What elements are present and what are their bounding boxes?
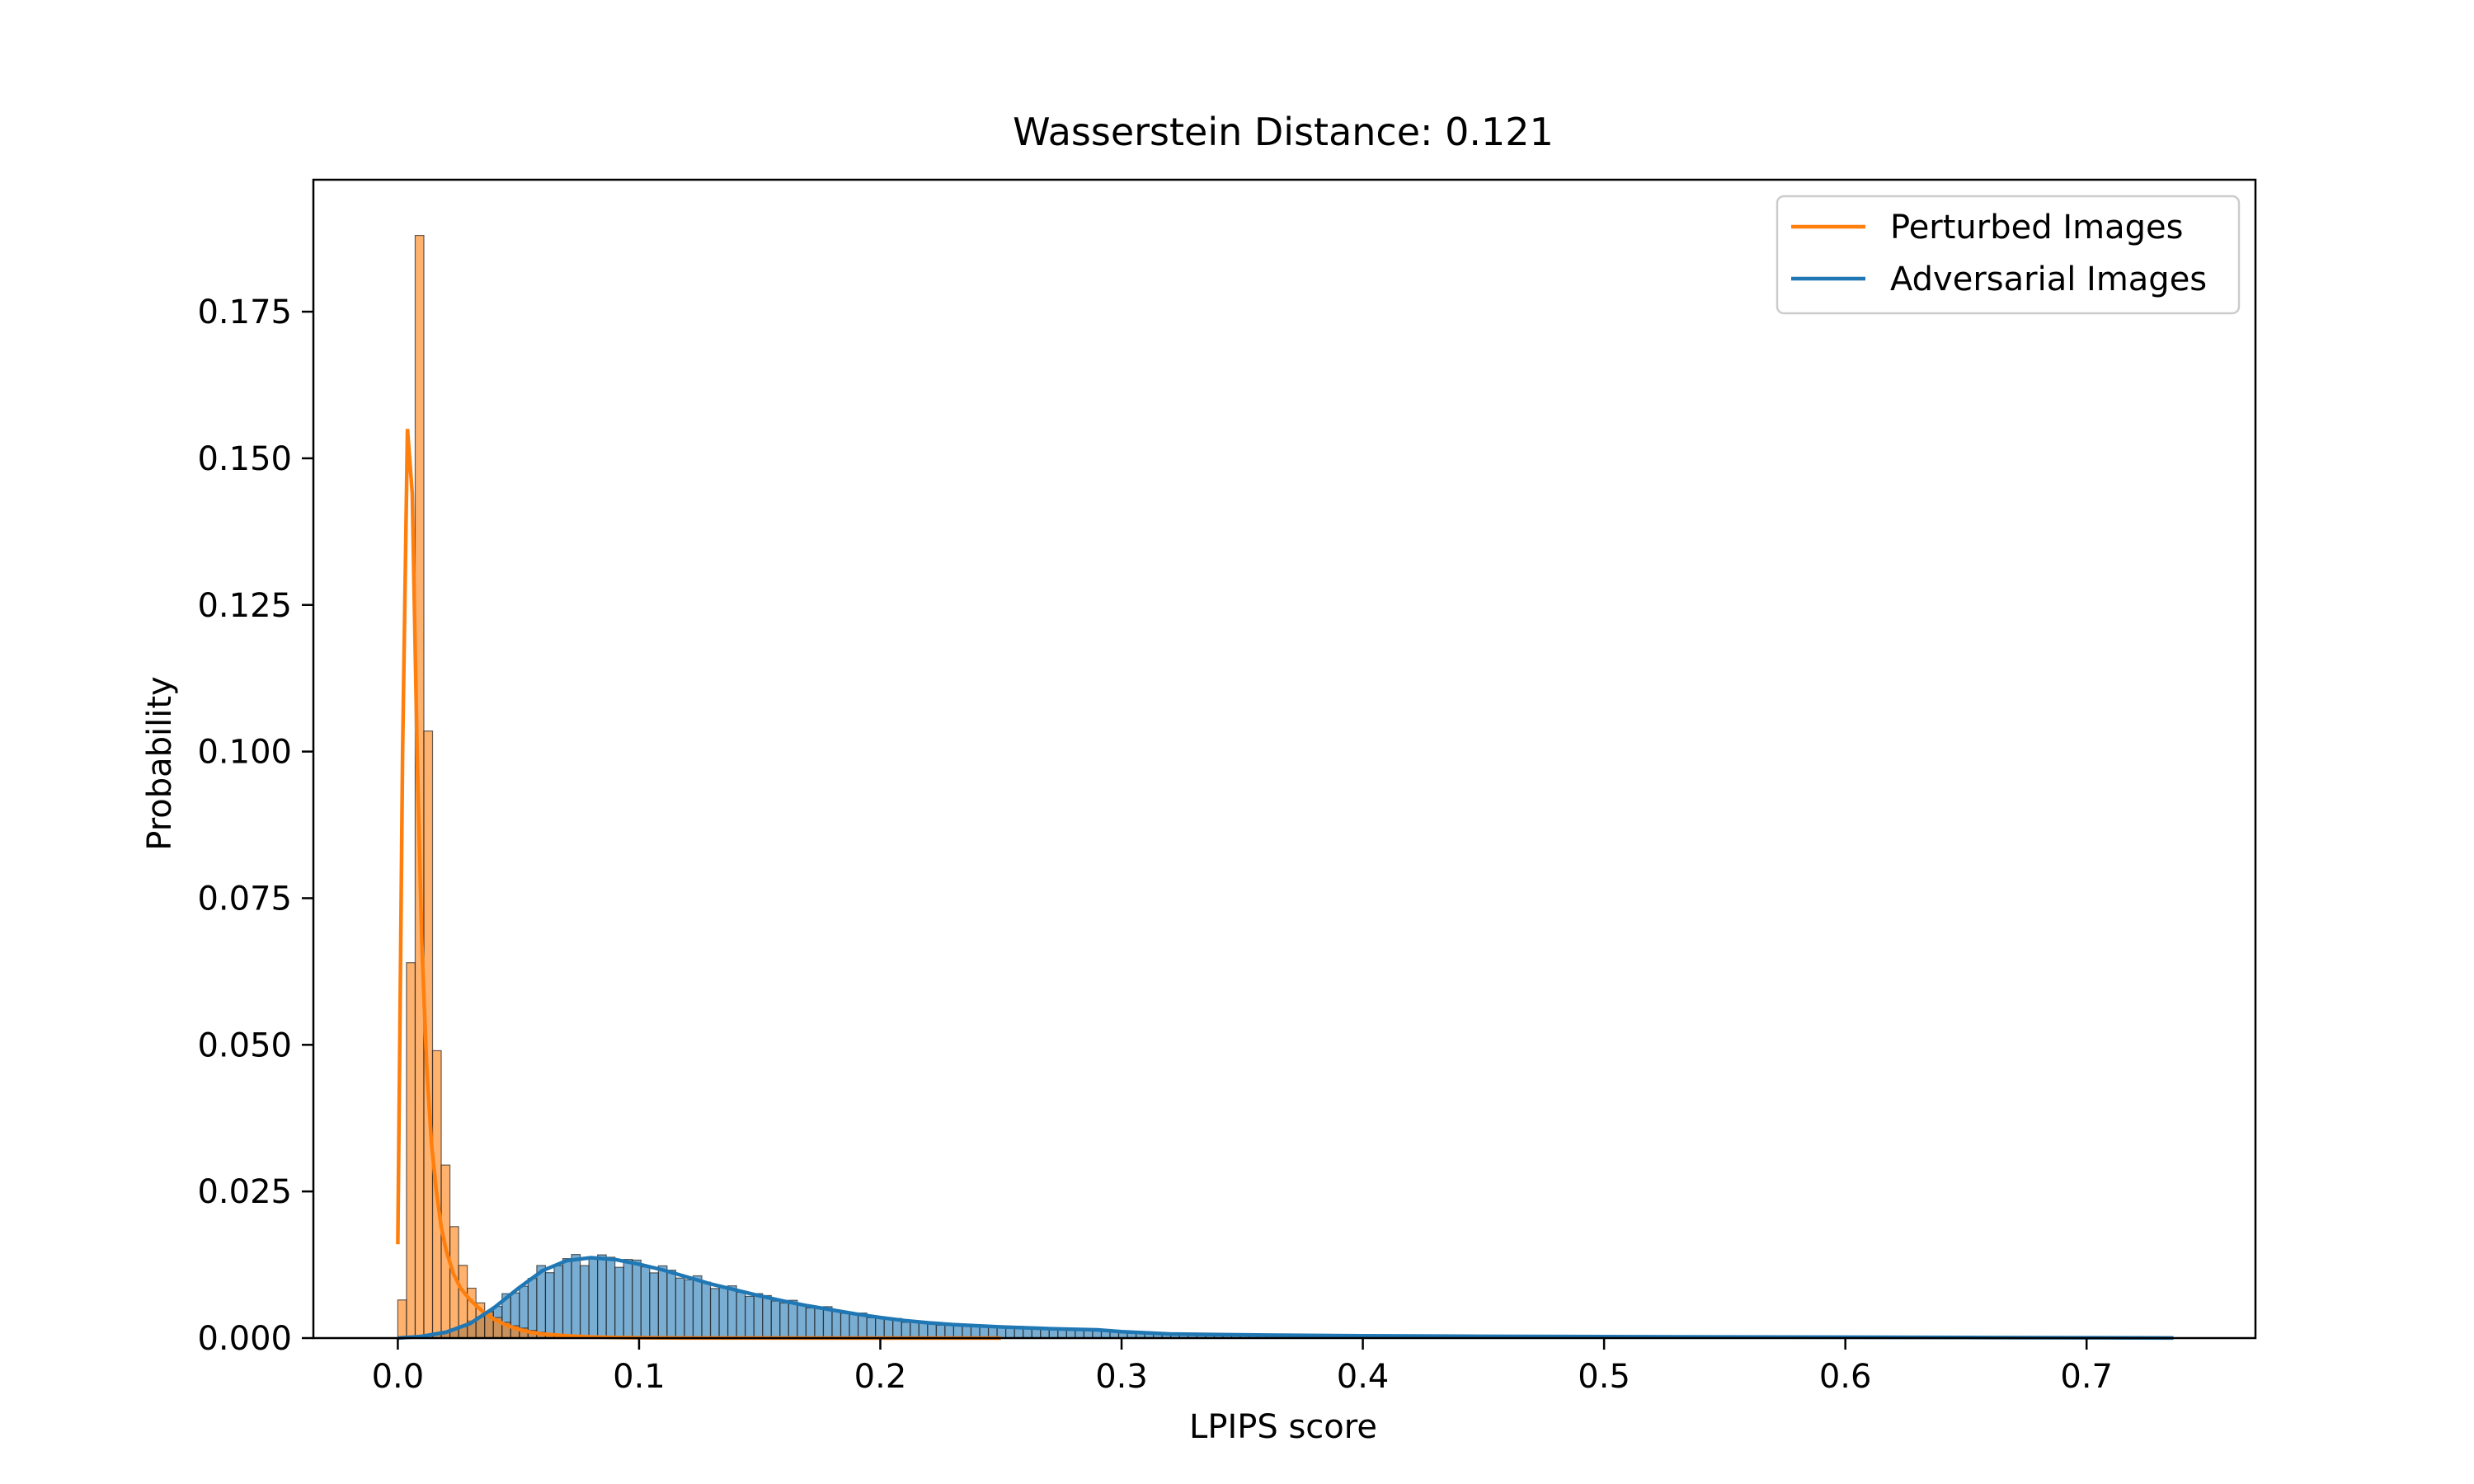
adversarial-bar — [692, 1275, 703, 1339]
adversarial-bar — [527, 1278, 538, 1339]
adversarial-bar — [718, 1286, 729, 1339]
adversarial-bar — [553, 1265, 564, 1339]
adversarial-bar — [614, 1266, 624, 1339]
adversarial-bar — [597, 1254, 607, 1339]
y-tick-label: 0.025 — [197, 1173, 292, 1211]
adversarial-bar — [562, 1257, 572, 1339]
x-tick-label: 0.4 — [1337, 1358, 1390, 1396]
adversarial-bar — [736, 1291, 746, 1339]
x-tick-label: 0.3 — [1095, 1358, 1148, 1396]
y-tick-label: 0.075 — [197, 880, 292, 918]
x-axis-label: LPIPS score — [1189, 1408, 1377, 1446]
adversarial-bar — [1005, 1327, 1015, 1339]
adversarial-bar — [657, 1265, 668, 1339]
adversarial-bar — [883, 1317, 894, 1339]
chart-title: Wasserstein Distance: 0.121 — [1013, 110, 1554, 154]
y-tick-label: 0.000 — [197, 1320, 292, 1358]
adversarial-bar — [910, 1320, 920, 1339]
adversarial-bar — [762, 1294, 772, 1339]
adversarial-bar — [797, 1303, 807, 1339]
adversarial-bar — [727, 1285, 737, 1339]
adversarial-bar — [875, 1317, 885, 1339]
adversarial-bar — [536, 1265, 547, 1339]
adversarial-bar — [632, 1259, 642, 1339]
x-tick-label: 0.7 — [2060, 1358, 2113, 1396]
plot-frame — [312, 178, 2257, 1340]
adversarial-bar — [745, 1295, 755, 1339]
adversarial-bar — [579, 1265, 590, 1339]
adversarial-bar — [805, 1307, 816, 1339]
adversarial-bar — [701, 1281, 712, 1339]
adversarial-bar — [935, 1324, 946, 1339]
y-tick-label: 0.100 — [197, 734, 292, 772]
adversarial-bar — [770, 1300, 781, 1339]
adversarial-bar — [779, 1302, 789, 1339]
adversarial-bar — [571, 1254, 581, 1339]
adversarial-bar — [649, 1272, 659, 1339]
x-tick-label: 0.5 — [1578, 1358, 1630, 1396]
adversarial-bar — [640, 1266, 651, 1339]
adversarial-bar — [588, 1256, 599, 1339]
x-tick-label: 0.2 — [854, 1358, 907, 1396]
y-tick-label: 0.175 — [197, 294, 292, 331]
y-tick-label: 0.050 — [197, 1026, 292, 1064]
adversarial-bar — [849, 1313, 859, 1339]
perturbed-bar — [406, 962, 416, 1339]
y-axis-label: Probability — [141, 676, 179, 850]
x-tick-label: 0.1 — [613, 1358, 666, 1396]
adversarial-bar — [605, 1256, 616, 1339]
adversarial-bar — [544, 1272, 555, 1339]
legend-label-adversarial: Adversarial Images — [1890, 261, 2207, 298]
perturbed-bar — [397, 1299, 407, 1339]
adversarial-bar — [666, 1270, 677, 1339]
adversarial-bar — [623, 1259, 633, 1339]
adversarial-bar — [788, 1299, 798, 1339]
adversarial-bar — [709, 1288, 720, 1339]
adversarial-bar — [675, 1277, 685, 1339]
adversarial-bar — [901, 1322, 911, 1339]
adversarial-kde-line — [397, 1256, 2174, 1341]
adversarial-bar — [753, 1293, 764, 1339]
y-tick-label: 0.125 — [197, 587, 292, 625]
adversarial-bar — [814, 1308, 825, 1339]
x-axis-ticks: 0.0 0.1 0.2 0.3 0.4 0.5 0.6 0.7 — [372, 1338, 2113, 1396]
x-tick-label: 0.0 — [372, 1358, 425, 1396]
legend-box — [1776, 195, 2241, 315]
y-axis-ticks: 0.000 0.025 0.050 0.075 0.100 0.125 0.150 0.175 — [197, 294, 313, 1358]
x-tick-label: 0.6 — [1819, 1358, 1872, 1396]
legend: Perturbed Images Adversarial Images — [1776, 195, 2241, 315]
y-tick-label: 0.150 — [197, 440, 292, 478]
adversarial-bar — [684, 1279, 694, 1339]
adversarial-bar — [840, 1313, 850, 1339]
legend-label-perturbed: Perturbed Images — [1890, 209, 2183, 247]
adversarial-bar — [866, 1317, 877, 1339]
adversarial-bar — [831, 1311, 842, 1339]
